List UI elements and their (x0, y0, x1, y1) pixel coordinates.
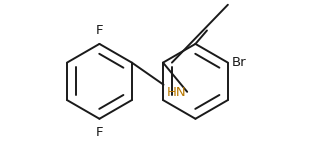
Text: HN: HN (167, 86, 186, 99)
Text: F: F (96, 126, 103, 139)
Text: Br: Br (232, 56, 246, 69)
Text: F: F (96, 24, 103, 37)
